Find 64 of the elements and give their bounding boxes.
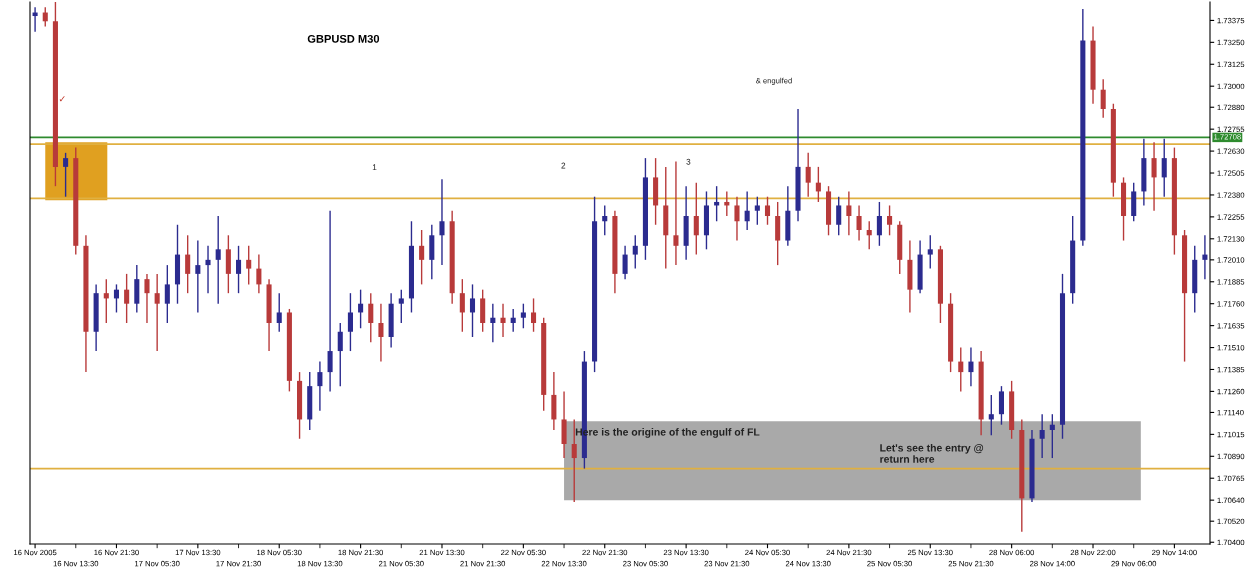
candlestick xyxy=(378,303,384,363)
candlestick xyxy=(520,303,526,329)
candlestick xyxy=(866,220,872,251)
candlestick xyxy=(1151,141,1157,212)
candlestick xyxy=(154,273,160,352)
candlestick xyxy=(205,245,211,294)
candlestick xyxy=(235,245,242,294)
candlestick xyxy=(734,196,740,242)
candlestick xyxy=(195,239,201,314)
candlestick xyxy=(500,303,506,338)
candlestick xyxy=(632,234,638,270)
candlestick xyxy=(927,234,933,270)
candlestick xyxy=(754,196,760,226)
candlestick xyxy=(439,178,445,266)
annotation: ✓ xyxy=(59,96,65,102)
candlestick xyxy=(1039,413,1045,459)
candlestick xyxy=(693,181,699,256)
candlestick xyxy=(673,160,679,266)
candlestick xyxy=(1161,138,1167,198)
candlestick xyxy=(876,201,882,247)
candlestick xyxy=(622,245,628,280)
candlestick xyxy=(124,273,130,324)
candlestick xyxy=(836,196,842,236)
annotation: 1 xyxy=(372,164,377,171)
candlestick xyxy=(1049,413,1055,459)
candlestick xyxy=(968,346,974,387)
candlestick xyxy=(317,360,323,412)
candlestick xyxy=(347,292,353,352)
candlestick xyxy=(1100,78,1106,119)
candlestick xyxy=(988,394,994,436)
candlestick xyxy=(490,303,496,343)
candlestick xyxy=(164,264,170,324)
candlestick xyxy=(469,283,476,338)
candlestick xyxy=(530,297,537,333)
candlestick xyxy=(215,215,221,305)
candlestick xyxy=(998,385,1005,426)
candlestick xyxy=(602,204,608,236)
candlestick xyxy=(185,234,191,294)
candlestick xyxy=(327,210,333,393)
candlestick xyxy=(805,152,811,198)
annotation: 3 xyxy=(686,158,691,165)
candlestick xyxy=(337,322,343,387)
candlestick xyxy=(744,190,750,231)
candlestick xyxy=(419,229,425,286)
candlestick xyxy=(276,292,282,333)
candlestick xyxy=(510,308,516,333)
candlestick xyxy=(144,273,150,324)
annotation: Let's see the entry @ return here xyxy=(880,443,984,463)
annotation: 2 xyxy=(561,162,566,169)
candlestick xyxy=(856,204,862,242)
candlestick xyxy=(63,152,69,198)
candlestick xyxy=(571,418,577,503)
candlestick xyxy=(246,245,252,286)
candlestick xyxy=(1202,234,1208,280)
candlestick xyxy=(887,204,893,236)
text: GBPUSD M30 xyxy=(307,34,380,43)
candlestick xyxy=(103,278,109,324)
candlestick xyxy=(958,346,964,393)
candlestick xyxy=(368,292,374,343)
candlestick xyxy=(459,278,465,333)
candlestick xyxy=(398,288,404,324)
candlestick xyxy=(846,190,852,236)
candlestick xyxy=(256,253,262,294)
candlestick xyxy=(764,196,771,226)
